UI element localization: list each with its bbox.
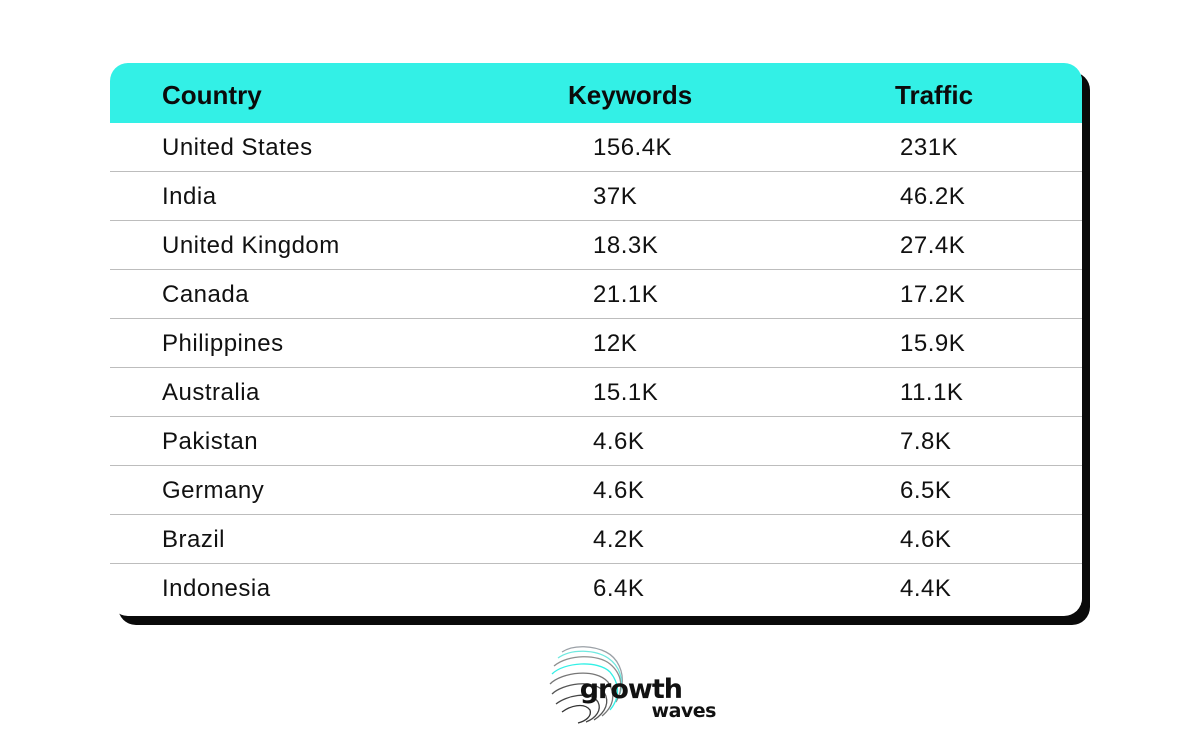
table-row: United Kingdom 18.3K 27.4K — [110, 221, 1082, 270]
logo-text-growth: growth — [579, 674, 683, 705]
cell-country: Indonesia — [162, 575, 271, 602]
table-row: United States 156.4K 231K — [110, 123, 1082, 172]
cell-keywords: 4.6K — [593, 477, 645, 504]
cell-country: United States — [162, 134, 313, 161]
cell-keywords: 4.6K — [593, 428, 645, 455]
cell-traffic: 11.1K — [900, 379, 964, 406]
cell-traffic: 4.6K — [900, 526, 952, 553]
header-keywords: Keywords — [568, 80, 693, 110]
cell-traffic: 46.2K — [900, 183, 966, 210]
cell-country: Canada — [162, 281, 250, 308]
cell-keywords: 6.4K — [593, 575, 645, 602]
country-table: Country Keywords Traffic United States 1… — [110, 63, 1082, 616]
cell-traffic: 17.2K — [900, 281, 966, 308]
cell-traffic: 4.4K — [900, 575, 952, 602]
cell-traffic: 15.9K — [900, 330, 966, 357]
cell-traffic: 27.4K — [900, 232, 966, 259]
table-row: Germany 4.6K 6.5K — [110, 466, 1082, 515]
cell-country: India — [162, 183, 217, 210]
wave-lines-icon — [549, 646, 624, 724]
table-body: United States 156.4K 231K India 37K 46.2… — [110, 123, 1082, 612]
header-country: Country — [162, 80, 262, 110]
cell-keywords: 21.1K — [593, 281, 659, 308]
growth-waves-logo: growth waves — [540, 642, 717, 726]
cell-keywords: 15.1K — [593, 379, 659, 406]
cell-keywords: 156.4K — [593, 134, 673, 161]
cell-country: Philippines — [162, 330, 284, 357]
cell-traffic: 6.5K — [900, 477, 952, 504]
table-row: Pakistan 4.6K 7.8K — [110, 417, 1082, 466]
table-row: India 37K 46.2K — [110, 172, 1082, 221]
table-row: Brazil 4.2K 4.6K — [110, 515, 1082, 564]
table-row: Australia 15.1K 11.1K — [110, 368, 1082, 417]
cell-country: United Kingdom — [162, 232, 340, 259]
table-row: Canada 21.1K 17.2K — [110, 270, 1082, 319]
cell-country: Pakistan — [162, 428, 259, 455]
cell-country: Germany — [162, 477, 265, 504]
header-traffic: Traffic — [895, 80, 974, 110]
cell-keywords: 12K — [593, 330, 638, 357]
cell-traffic: 231K — [900, 134, 959, 161]
table-row: Philippines 12K 15.9K — [110, 319, 1082, 368]
cell-country: Brazil — [162, 526, 226, 553]
cell-country: Australia — [162, 379, 260, 406]
cell-keywords: 18.3K — [593, 232, 659, 259]
cell-keywords: 4.2K — [593, 526, 645, 553]
table-header: Country Keywords Traffic — [110, 63, 1082, 123]
table-row: Indonesia 6.4K 4.4K — [110, 564, 1082, 612]
cell-traffic: 7.8K — [900, 428, 952, 455]
cell-keywords: 37K — [593, 183, 638, 210]
logo-text-waves: waves — [651, 700, 717, 722]
